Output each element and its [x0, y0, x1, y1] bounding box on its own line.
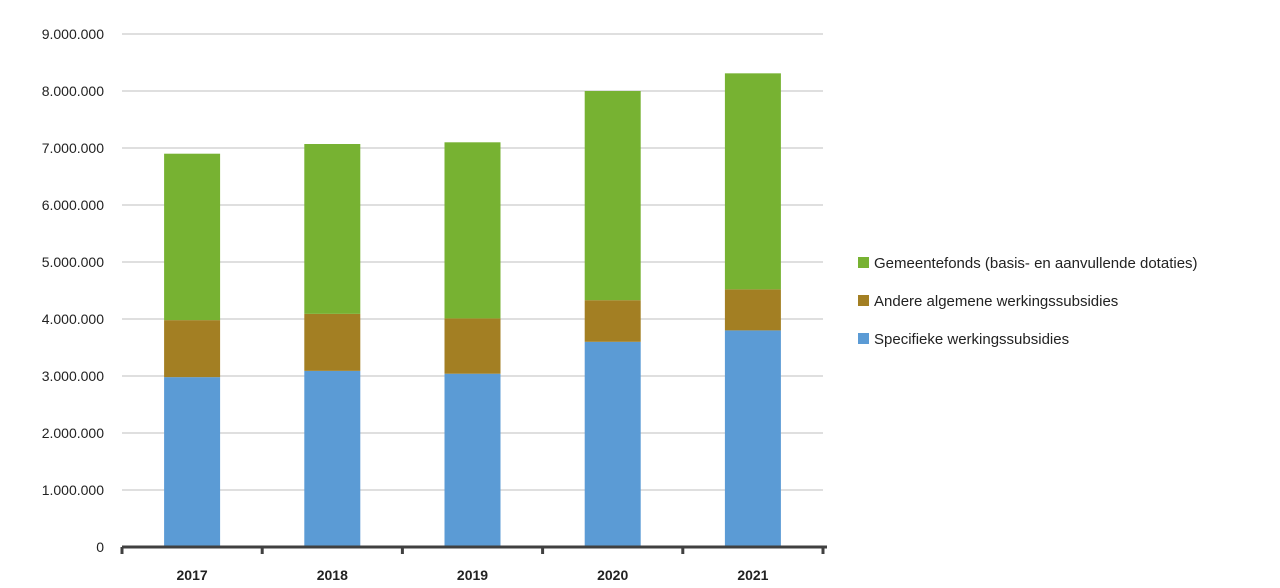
legend-label: Specifieke werkingssubsidies — [874, 331, 1069, 348]
legend-item: Gemeentefonds (basis- en aanvullende dot… — [858, 255, 1198, 272]
bars — [164, 73, 781, 547]
bar-segment-2018-series-2 — [304, 144, 361, 314]
bar-segment-2019-series-1 — [444, 318, 501, 374]
legend-label: Andere algemene werkingssubsidies — [874, 293, 1118, 310]
bar-segment-2020-series-2 — [584, 91, 641, 301]
x-tick-label: 2017 — [177, 567, 208, 583]
y-tick-label: 9.000.000 — [42, 26, 104, 42]
x-tick-label: 2019 — [457, 567, 488, 583]
y-tick-label: 2.000.000 — [42, 425, 104, 441]
bar-segment-2018-series-0 — [304, 370, 361, 547]
bar-segment-2021-series-1 — [724, 289, 781, 331]
y-tick-label: 4.000.000 — [42, 311, 104, 327]
x-axis-tick-labels: 2017 2018 2019 2020 2021 — [177, 567, 769, 583]
bar-segment-2017-series-2 — [164, 153, 221, 321]
y-tick-label: 7.000.000 — [42, 140, 104, 156]
bar-segment-2021-series-0 — [724, 330, 781, 547]
bar-segment-2020-series-1 — [584, 300, 641, 342]
bar-segment-2021-series-2 — [724, 73, 781, 290]
bar-segment-2017-series-0 — [164, 377, 221, 547]
bar-segment-2019-series-2 — [444, 142, 501, 319]
bar-segment-2019-series-0 — [444, 373, 501, 547]
bar-segment-2020-series-0 — [584, 341, 641, 547]
bar-segment-2017-series-1 — [164, 320, 221, 378]
legend-item: Andere algemene werkingssubsidies — [858, 293, 1118, 310]
x-tick-label: 2020 — [597, 567, 628, 583]
x-tick-label: 2021 — [737, 567, 768, 583]
x-axis — [120, 545, 827, 554]
y-tick-label: 1.000.000 — [42, 482, 104, 498]
x-tick-label: 2018 — [317, 567, 348, 583]
y-tick-label: 5.000.000 — [42, 254, 104, 270]
legend-label: Gemeentefonds (basis- en aanvullende dot… — [874, 255, 1198, 272]
y-tick-label: 8.000.000 — [42, 83, 104, 99]
legend: Gemeentefonds (basis- en aanvullende dot… — [858, 255, 1198, 348]
legend-item: Specifieke werkingssubsidies — [858, 331, 1069, 348]
y-tick-label: 6.000.000 — [42, 197, 104, 213]
legend-swatch — [858, 257, 869, 268]
legend-swatch — [858, 333, 869, 344]
y-axis-tick-labels: 0 1.000.000 2.000.000 3.000.000 4.000.000 5.0… — [42, 26, 105, 555]
y-tick-label: 3.000.000 — [42, 368, 104, 384]
y-tick-label: 0 — [96, 539, 104, 555]
legend-swatch — [858, 295, 869, 306]
bar-segment-2018-series-1 — [304, 313, 361, 371]
